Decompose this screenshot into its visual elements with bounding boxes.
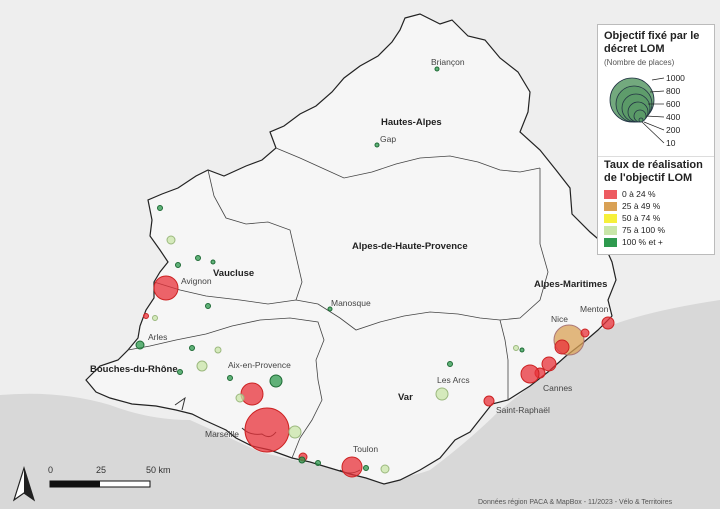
legend-size-800: 800 <box>666 86 680 96</box>
symbol-salon <box>189 345 195 351</box>
symbol-marseille <box>244 407 290 453</box>
dept-label-var: Var <box>398 392 413 403</box>
symbols <box>135 66 615 478</box>
sea <box>0 300 720 509</box>
region-outline <box>85 13 617 485</box>
city-label-saint-raphael: Saint-Raphaël <box>496 405 550 415</box>
scale-label-0: 0 <box>48 465 53 475</box>
symbol-avignon <box>153 275 179 301</box>
city-label-les-arcs: Les Arcs <box>437 375 470 385</box>
city-label-avignon: Avignon <box>181 276 212 286</box>
symbol-cavaillon <box>205 303 211 309</box>
symbol-six-fours <box>380 464 390 474</box>
legend-size-10: 10 <box>666 138 676 148</box>
symbol-manosque <box>327 306 333 312</box>
symbol-aix <box>240 382 264 406</box>
city-label-menton: Menton <box>580 304 609 314</box>
symbol-tarascon <box>152 315 158 321</box>
legend-size-1000: 1000 <box>666 73 685 83</box>
city-label-marseille: Marseille <box>205 429 239 439</box>
scale-label-25: 25 <box>96 465 106 475</box>
symbol-briancon <box>434 66 440 72</box>
symbol-ajaccio <box>143 313 149 319</box>
symbol-arles <box>135 340 145 350</box>
credit: Données région PACA & MapBox - 11/2023 -… <box>478 499 673 506</box>
symbol-carpentras <box>195 255 201 261</box>
legend-size-circles: 1000 800 600 400 200 10 <box>609 73 685 148</box>
symbol-gap <box>374 142 380 148</box>
city-label-nice: Nice <box>551 314 568 324</box>
legend-rate-title: Taux de réalisation de l'objectif LOM <box>604 159 703 184</box>
symbol-apt <box>210 259 216 265</box>
symbol-menton <box>601 316 615 330</box>
symbol-aix-light <box>196 360 208 372</box>
legend-size-subtitle: (Nombre de places) <box>604 58 675 67</box>
city-label-arles: Arles <box>148 332 167 342</box>
symbol-orange <box>175 262 181 268</box>
legend-class-75-100: 75 à 100 % <box>604 224 708 236</box>
north-arrow-icon <box>12 465 36 502</box>
symbol-la-ciotat <box>298 456 306 464</box>
dept-label-vaucluse: Vaucluse <box>213 268 254 279</box>
symbol-la-seyne <box>288 425 302 439</box>
dept-label-bouches-du-rhone: Bouches-du-Rhône <box>90 364 178 375</box>
legend-class-0-24: 0 à 24 % <box>604 188 708 200</box>
symbol-istres <box>177 369 183 375</box>
dept-label-alpes-de-haute-provence: Alpes-de-Haute-Provence <box>352 241 468 252</box>
symbol-bolene <box>166 235 176 245</box>
symbol-gardanne <box>235 393 245 403</box>
scale-label-50: 50 km <box>146 465 171 475</box>
symbol-cannes <box>520 364 540 384</box>
legend-size-200: 200 <box>666 125 680 135</box>
symbol-bandol <box>315 460 321 466</box>
symbol-pertuis <box>214 346 222 354</box>
symbol-les-arcs <box>435 387 449 401</box>
dept-label-hautes-alpes: Hautes-Alpes <box>381 117 442 128</box>
city-label-manosque: Manosque <box>331 298 371 308</box>
symbol-cagnes <box>541 356 557 372</box>
legend-class-25-49: 25 à 49 % <box>604 200 708 212</box>
city-label-aix: Aix-en-Provence <box>228 360 291 370</box>
symbol-toulon <box>341 456 363 478</box>
symbol-grasse <box>519 347 525 353</box>
city-label-cannes: Cannes <box>543 383 572 393</box>
city-label-gap: Gap <box>380 134 396 144</box>
symbol-aubagne <box>269 374 283 388</box>
symbol-draguignan <box>447 361 453 367</box>
symbol-valreas <box>157 205 163 211</box>
symbol-nice-2 <box>554 339 570 355</box>
legend-class-100-plus: 100 % et + <box>604 236 708 248</box>
symbol-hyeres <box>363 465 369 471</box>
symbol-vitrolles <box>227 375 233 381</box>
scale-bar: 0 25 50 km <box>48 465 171 488</box>
legend-size-600: 600 <box>666 99 680 109</box>
city-label-briancon: Briançon <box>431 57 465 67</box>
symbol-vallauris <box>513 345 519 351</box>
city-label-toulon: Toulon <box>353 444 378 454</box>
legend-class-50-74: 50 à 74 % <box>604 212 708 224</box>
symbol-monaco <box>580 328 590 338</box>
symbol-saint-raphael <box>483 395 495 407</box>
legend-size-title: Objectif fixé par le décret LOM <box>604 30 700 55</box>
department-borders <box>127 147 549 459</box>
legend: Objectif fixé par le décret LOM (Nombre … <box>597 24 715 255</box>
legend-size-400: 400 <box>666 112 680 122</box>
dept-label-alpes-maritimes: Alpes-Maritimes <box>534 279 607 290</box>
